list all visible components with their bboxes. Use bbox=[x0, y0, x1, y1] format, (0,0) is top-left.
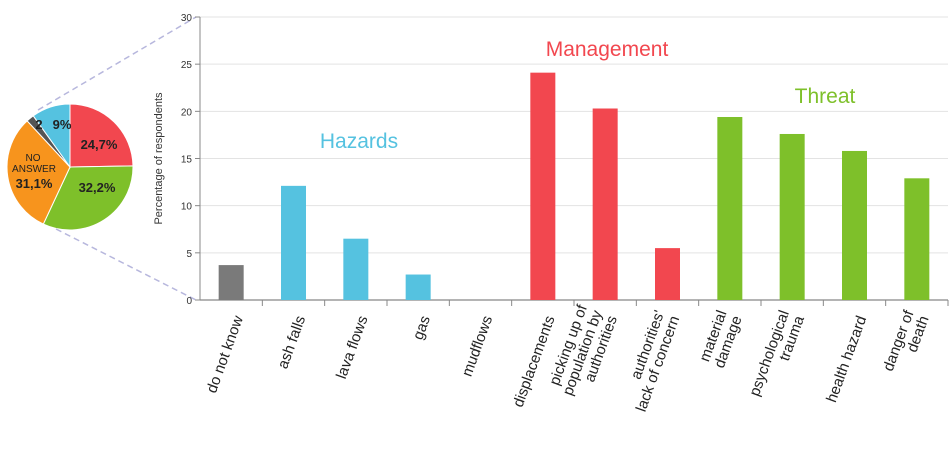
x-tick-label-line: mudflows bbox=[459, 314, 497, 379]
pie-connectors bbox=[37, 16, 197, 301]
x-tick-label: ash falls bbox=[274, 314, 309, 372]
y-axis-label: Percentage of respondents bbox=[153, 92, 165, 225]
bar bbox=[655, 248, 680, 300]
pie-slice-label: 24,7% bbox=[81, 137, 118, 152]
x-tick-label: danger ofdeath bbox=[880, 307, 933, 379]
bar bbox=[530, 72, 556, 300]
bar bbox=[281, 185, 306, 300]
y-tick-label: 5 bbox=[186, 249, 192, 260]
connector-line bbox=[37, 16, 197, 111]
pie-slice bbox=[6, 120, 71, 225]
pie-slice bbox=[69, 103, 134, 168]
bar bbox=[904, 178, 930, 300]
bar-chart: 0 5 10 15 20 25 30 Percentage of respondents do … bbox=[153, 13, 949, 414]
y-tick-label: 25 bbox=[181, 60, 193, 71]
y-tick-label: 10 bbox=[181, 202, 193, 213]
x-tick-label: health hazard bbox=[823, 314, 870, 405]
x-tick-label: materialdamage bbox=[696, 308, 746, 370]
x-tick-label-line: health hazard bbox=[823, 314, 870, 405]
x-tick-label: mudflows bbox=[459, 314, 497, 379]
group-label: Hazards bbox=[320, 130, 398, 153]
x-tick-label: do not know bbox=[203, 313, 247, 395]
x-tick-label-line: gas bbox=[410, 314, 434, 343]
y-tick-label: 15 bbox=[181, 155, 193, 166]
pie-slice bbox=[32, 103, 71, 169]
x-tick-label: displacements bbox=[510, 314, 559, 410]
x-tick-label-line: ash falls bbox=[274, 314, 309, 372]
pie-slice-label: ANSWER bbox=[12, 164, 56, 175]
bar bbox=[717, 116, 743, 300]
pie-slice-label: 9% bbox=[53, 117, 72, 132]
group-label: Management bbox=[546, 38, 669, 61]
x-tick-label-line: do not know bbox=[203, 313, 247, 395]
pie-slice-label: 31,1% bbox=[16, 176, 53, 191]
bar bbox=[405, 274, 431, 300]
y-tick-label: 30 bbox=[181, 13, 193, 24]
x-tick-label: psychologicaltrauma bbox=[746, 307, 808, 404]
pie-slice-label: 32,2% bbox=[79, 180, 116, 195]
x-tick-label: lava flows bbox=[333, 314, 372, 382]
x-tick-label: picking up ofpopulation byauthorities bbox=[544, 302, 621, 403]
x-tick-label: gas bbox=[410, 314, 434, 343]
x-tick-label-line: lava flows bbox=[333, 314, 372, 382]
y-tick-label: 20 bbox=[181, 107, 193, 118]
x-tick-label-line: displacements bbox=[510, 314, 559, 410]
group-label: Threat bbox=[795, 85, 856, 108]
pie-slice bbox=[42, 165, 134, 231]
pie-slice-label: 2 bbox=[35, 117, 42, 132]
bar bbox=[218, 265, 244, 300]
bar bbox=[779, 133, 805, 300]
bar bbox=[343, 238, 369, 300]
pie-slice-label: NO bbox=[26, 153, 41, 164]
y-tick-label: 0 bbox=[186, 296, 192, 307]
x-tick-label: authorities'lack of concern bbox=[618, 308, 684, 414]
bar bbox=[842, 150, 867, 300]
bar bbox=[592, 108, 618, 301]
connector-line bbox=[55, 228, 197, 301]
